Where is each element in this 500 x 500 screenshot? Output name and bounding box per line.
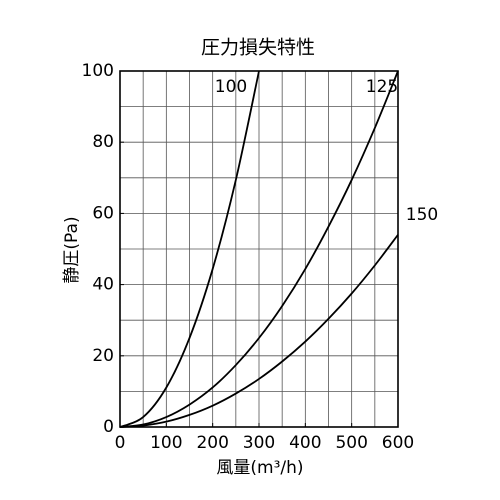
x-tick-label: 100 (150, 433, 182, 453)
x-tick-label: 0 (115, 433, 126, 453)
y-tick-label: 80 (92, 132, 114, 152)
x-tick-label: 400 (289, 433, 321, 453)
y-axis-label: 静圧(Pa) (62, 216, 82, 283)
chart-title: 圧力損失特性 (201, 37, 315, 59)
curve-label: 150 (406, 205, 438, 225)
curve (119, 70, 260, 428)
y-tick-label: 20 (92, 346, 114, 366)
x-tick-label: 200 (196, 433, 228, 453)
curve (119, 234, 399, 428)
curve (119, 70, 399, 428)
y-tick-label: 40 (92, 275, 114, 295)
x-tick-label: 600 (382, 433, 414, 453)
x-tick-label: 300 (243, 433, 275, 453)
curve-label: 125 (366, 77, 398, 97)
curve-label: 100 (215, 77, 247, 97)
x-tick-label: 500 (335, 433, 367, 453)
y-tick-label: 100 (82, 61, 114, 81)
y-tick-label: 0 (103, 417, 114, 437)
x-axis-label: 風量(m³/h) (216, 458, 303, 478)
y-tick-label: 60 (92, 203, 114, 223)
